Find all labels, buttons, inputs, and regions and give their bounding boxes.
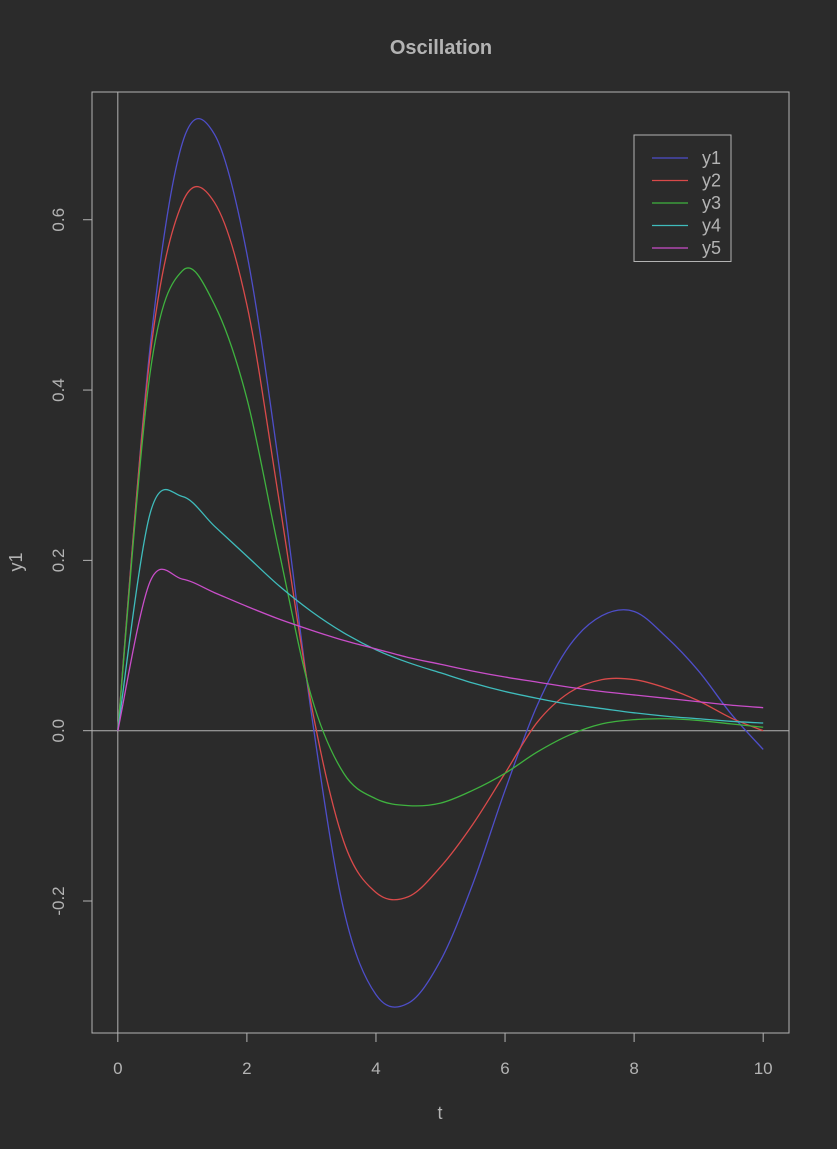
y-tick-label: 0.0	[49, 719, 68, 743]
legend-box	[633, 134, 732, 262]
series-line-y4	[117, 489, 764, 731]
legend-label-y1: y1	[702, 148, 721, 168]
x-tick-label: 0	[113, 1059, 122, 1078]
series-line-y1	[117, 118, 764, 1008]
x-tick-label: 4	[371, 1059, 380, 1078]
y-tick-label: 0.2	[49, 549, 68, 573]
legend-label-y4: y4	[702, 216, 721, 236]
legend-label-y5: y5	[702, 238, 721, 258]
series-line-y3	[117, 267, 764, 807]
y-tick-label: 0.4	[49, 378, 68, 402]
x-tick-label: 8	[629, 1059, 638, 1078]
x-tick-label: 10	[754, 1059, 773, 1078]
y-tick-label: 0.6	[49, 208, 68, 232]
y-axis-label: y1	[6, 552, 26, 571]
series-line-y5	[117, 568, 764, 731]
legend-label-y3: y3	[702, 193, 721, 213]
legend-label-y2: y2	[702, 171, 721, 191]
plot-frame	[91, 91, 790, 1034]
y-tick-label: -0.2	[49, 886, 68, 915]
chart-title: Oscillation	[390, 37, 492, 59]
series-lines	[117, 118, 764, 1008]
x-tick-label: 2	[242, 1059, 251, 1078]
reference-lines	[92, 92, 789, 1033]
series-line-y2	[117, 186, 764, 901]
y-axis: -0.2 0.0 0.2 0.4 0.6	[49, 208, 93, 916]
x-axis: 0 2 4 6 8 10	[113, 1032, 773, 1078]
x-axis-label: t	[437, 1103, 442, 1123]
x-tick-label: 6	[500, 1059, 509, 1078]
